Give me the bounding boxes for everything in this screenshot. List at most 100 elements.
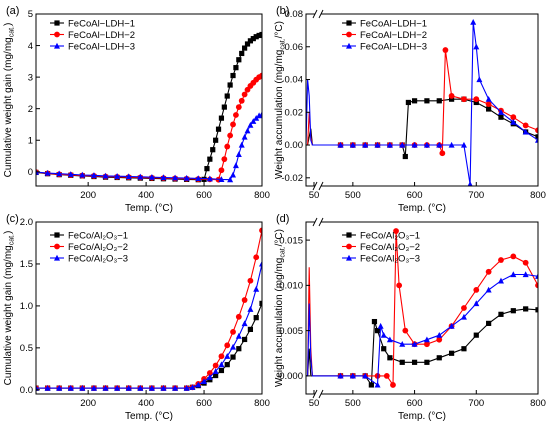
data-point <box>439 150 446 157</box>
data-point <box>215 126 222 132</box>
plot-frame <box>35 221 263 395</box>
axis-break-mark <box>312 389 318 399</box>
y-tick-label: 0.5 <box>20 343 33 354</box>
y-axis-label: Cumulative weight gain (mg/mgcat.) <box>3 23 16 178</box>
x-axis-label: Temp. (°C) <box>398 411 446 422</box>
data-point <box>349 372 356 379</box>
data-point <box>473 286 480 293</box>
data-point <box>393 228 399 234</box>
data-point <box>535 134 538 140</box>
data-point <box>411 98 418 104</box>
y-tick-label: -0.02 <box>281 173 303 184</box>
data-point <box>424 98 430 104</box>
legend-marker <box>346 31 352 38</box>
x-tick-label: 800 <box>530 190 546 201</box>
data-point <box>467 181 473 186</box>
data-point <box>337 141 344 148</box>
data-point <box>405 99 411 106</box>
x-tick-label: 600 <box>196 190 212 201</box>
data-point <box>114 173 121 179</box>
legend-marker <box>346 232 352 238</box>
data-point <box>195 381 202 388</box>
data-point <box>473 99 479 106</box>
data-point <box>485 286 492 293</box>
data-point <box>90 384 97 391</box>
data-point <box>224 342 231 349</box>
legend-marker <box>54 31 60 38</box>
data-point <box>183 384 190 391</box>
data-point <box>232 162 239 169</box>
data-point <box>236 346 242 352</box>
y-tick-label: 1 <box>28 135 33 146</box>
data-point <box>233 112 239 118</box>
data-point <box>460 313 467 320</box>
data-point <box>470 18 477 25</box>
y-tick-label: 3 <box>28 72 33 83</box>
data-point <box>79 171 86 178</box>
data-point <box>535 282 538 289</box>
data-point <box>259 260 262 267</box>
data-point <box>510 271 517 278</box>
data-point <box>227 82 233 88</box>
x-tick-label: 800 <box>254 190 270 201</box>
data-point <box>253 34 259 40</box>
data-point <box>485 101 492 107</box>
data-point <box>436 355 442 361</box>
y-tick-label: 0.02 <box>285 107 304 118</box>
data-point <box>79 384 86 391</box>
data-point <box>206 374 213 380</box>
data-point <box>224 143 231 150</box>
data-point <box>207 156 213 162</box>
data-point <box>195 175 202 182</box>
series-2 <box>306 228 538 388</box>
x-tick-label: 400 <box>138 190 154 201</box>
data-point <box>172 384 179 391</box>
legend-marker <box>54 254 60 261</box>
axis-break-mark <box>312 181 318 191</box>
plot-frame <box>305 13 539 187</box>
data-point <box>498 311 504 317</box>
legend-label: FeCo/Al₂O₃−1 <box>68 231 128 242</box>
data-point <box>387 355 393 361</box>
legend-label: FeCoAl−LDH−3 <box>360 42 427 53</box>
data-point <box>221 156 228 163</box>
data-point <box>241 133 248 140</box>
data-point <box>259 111 262 117</box>
data-point <box>210 147 216 153</box>
data-point <box>510 114 517 121</box>
data-point <box>396 282 403 289</box>
y-tick-label: 1.0 <box>20 301 33 312</box>
data-point <box>535 127 538 134</box>
y-tick-label: 4 <box>28 41 33 52</box>
panel-label: (c) <box>6 213 19 225</box>
series-line <box>36 263 262 389</box>
data-point <box>449 350 455 356</box>
data-point <box>230 329 236 335</box>
data-point <box>522 122 529 129</box>
data-point <box>253 315 259 321</box>
y-axis-label-main: Weight accumulation (mg/mg <box>274 50 285 179</box>
legend-marker <box>54 42 60 49</box>
legend-marker <box>346 42 352 49</box>
data-point <box>125 384 132 391</box>
data-point <box>242 45 248 51</box>
x-axis-label: Temp. (°C) <box>125 203 173 214</box>
data-point <box>235 332 242 339</box>
data-point <box>399 359 405 365</box>
data-point <box>374 141 381 148</box>
data-point <box>221 104 227 110</box>
data-point <box>56 170 63 177</box>
data-point <box>368 382 374 388</box>
x-tick-label: 700 <box>468 398 484 409</box>
data-point <box>206 175 213 182</box>
data-point <box>189 384 196 390</box>
x-tick-label: 50 <box>309 398 320 409</box>
legend-marker <box>346 254 352 261</box>
data-point <box>213 137 219 143</box>
data-point <box>137 173 144 180</box>
data-point <box>380 331 387 338</box>
data-point <box>362 141 369 148</box>
legend-label: FeCoAl−LDH−1 <box>68 19 135 30</box>
data-point <box>473 300 480 307</box>
data-point <box>377 322 384 329</box>
